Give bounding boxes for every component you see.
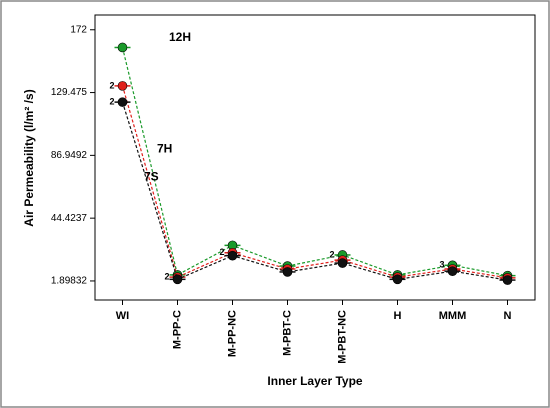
point — [502, 275, 513, 285]
x-axis-label: Inner Layer Type — [267, 374, 362, 388]
x-tick-label: MMM — [439, 310, 467, 322]
series-line — [121, 85, 508, 279]
annotation: 2 — [329, 249, 334, 259]
series-label: 12H — [169, 30, 191, 44]
x-tick-label: M-PP-C — [171, 310, 183, 349]
annotation: 2 — [109, 96, 114, 106]
y-axis-label: Air Permeability (l/m² /s) — [22, 89, 36, 226]
annotation: 2 — [219, 247, 224, 257]
series-label: 7S — [144, 169, 159, 183]
x-tick-label: M-PBT-NC — [336, 310, 348, 364]
annotation: 2 — [164, 271, 169, 281]
annotation: 3 — [439, 260, 444, 270]
point — [117, 42, 128, 53]
y-tick-label: 1.89832 — [51, 276, 88, 287]
series-line — [121, 101, 508, 281]
x-tick-label: M-PP-NC — [226, 310, 238, 357]
x-tick-label: H — [394, 310, 402, 322]
point — [117, 81, 128, 91]
point — [282, 267, 293, 277]
series-label: 7H — [157, 141, 172, 155]
point — [392, 274, 403, 285]
y-tick-label: 129.475 — [51, 87, 88, 98]
y-tick-label: 44.4237 — [51, 213, 88, 224]
point — [227, 250, 238, 261]
x-tick-label: M-PBT-C — [281, 310, 293, 356]
point — [117, 97, 128, 107]
y-tick-label: 172 — [70, 24, 87, 35]
point — [337, 258, 348, 268]
annotation: 2 — [109, 80, 114, 90]
y-tick-label: 86.9492 — [51, 150, 88, 161]
x-tick-label: N — [504, 310, 512, 322]
point — [172, 274, 183, 285]
series-line — [121, 47, 508, 277]
point — [447, 266, 458, 277]
x-tick-label: WI — [116, 310, 129, 322]
plot-area — [94, 14, 536, 301]
